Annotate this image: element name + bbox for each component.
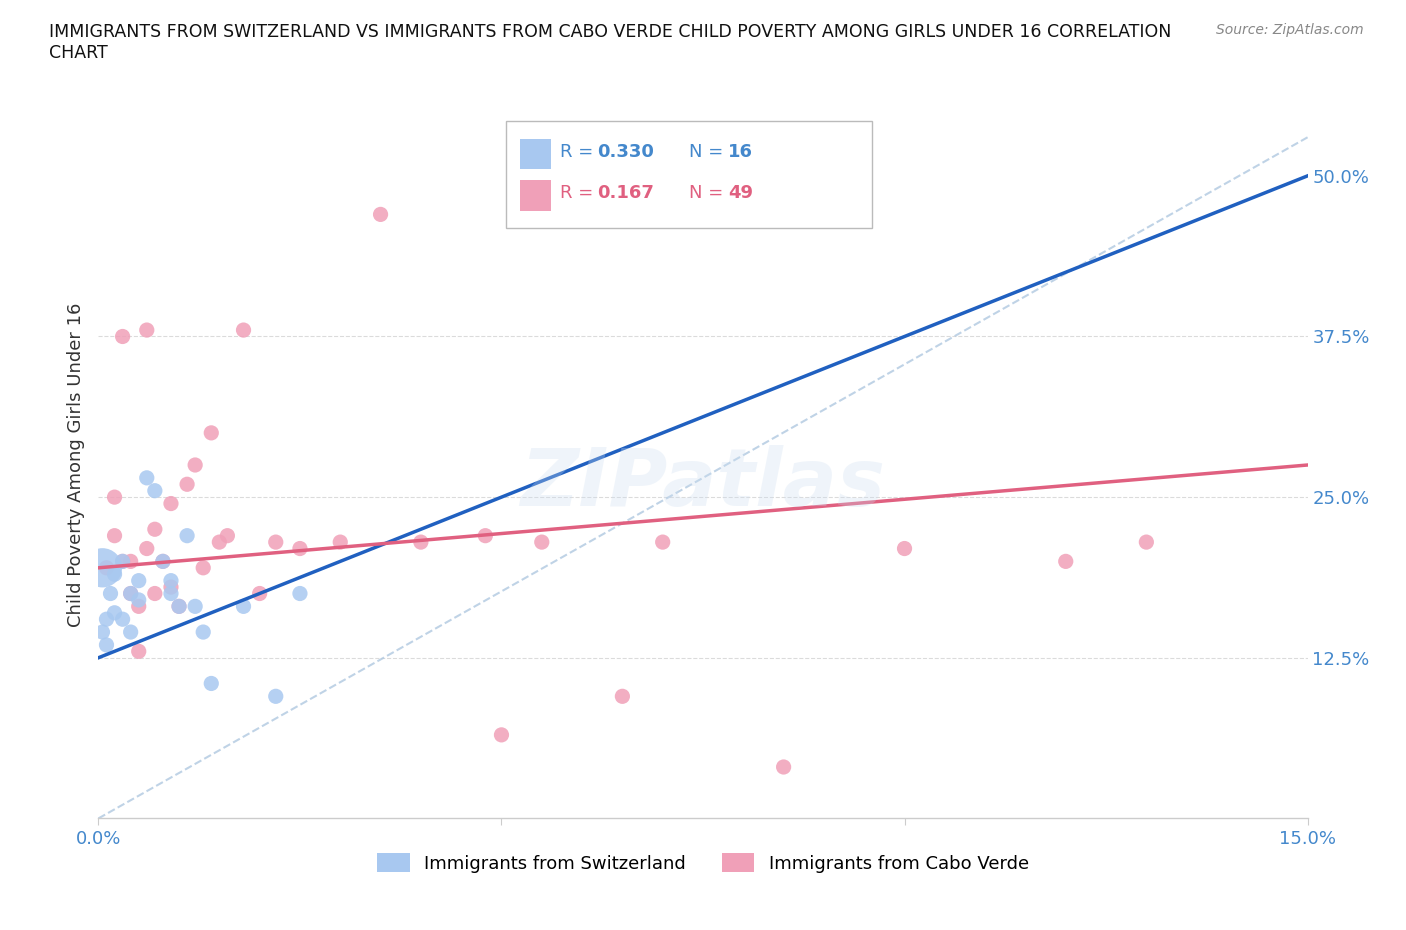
Point xyxy=(167,599,190,614)
Point xyxy=(264,535,287,550)
Point xyxy=(96,637,118,652)
Point xyxy=(193,625,215,640)
Point xyxy=(1135,535,1157,550)
Point xyxy=(184,458,207,472)
Point xyxy=(160,586,183,601)
Point xyxy=(167,599,190,614)
Text: 0.167: 0.167 xyxy=(598,184,654,203)
Point xyxy=(1054,554,1077,569)
Text: CHART: CHART xyxy=(49,44,108,61)
Point xyxy=(135,471,157,485)
Point xyxy=(288,541,311,556)
Point xyxy=(193,561,215,576)
Point xyxy=(128,592,150,607)
Point xyxy=(111,554,134,569)
Text: Source: ZipAtlas.com: Source: ZipAtlas.com xyxy=(1216,23,1364,37)
Point xyxy=(120,625,142,640)
Point xyxy=(176,528,198,543)
Point xyxy=(103,605,125,620)
Point xyxy=(120,586,142,601)
Point xyxy=(91,561,114,576)
Text: R =: R = xyxy=(560,184,593,203)
Text: 49: 49 xyxy=(728,184,754,203)
Point xyxy=(651,535,673,550)
Text: N =: N = xyxy=(689,142,723,161)
Point xyxy=(128,644,150,658)
Point xyxy=(91,625,114,640)
Point xyxy=(135,541,157,556)
Point xyxy=(288,586,311,601)
Point xyxy=(772,760,794,775)
Point xyxy=(249,586,271,601)
Point xyxy=(111,554,134,569)
Point xyxy=(184,599,207,614)
Point xyxy=(120,586,142,601)
Point xyxy=(143,586,166,601)
Point xyxy=(128,573,150,588)
Text: 16: 16 xyxy=(728,142,754,161)
Point xyxy=(208,535,231,550)
Point xyxy=(612,689,634,704)
Text: R =: R = xyxy=(560,142,593,161)
Point xyxy=(96,561,118,576)
Point xyxy=(160,496,183,511)
Point xyxy=(176,477,198,492)
Point xyxy=(160,579,183,594)
Point xyxy=(143,484,166,498)
Y-axis label: Child Poverty Among Girls Under 16: Child Poverty Among Girls Under 16 xyxy=(66,303,84,627)
Point xyxy=(217,528,239,543)
Point xyxy=(103,566,125,581)
Point xyxy=(100,586,122,601)
Point xyxy=(200,425,222,440)
Text: N =: N = xyxy=(689,184,723,203)
Point xyxy=(232,323,254,338)
Text: IMMIGRANTS FROM SWITZERLAND VS IMMIGRANTS FROM CABO VERDE CHILD POVERTY AMONG GI: IMMIGRANTS FROM SWITZERLAND VS IMMIGRANT… xyxy=(49,23,1171,41)
Point xyxy=(264,689,287,704)
Point xyxy=(152,554,174,569)
Point xyxy=(232,599,254,614)
Text: 0.330: 0.330 xyxy=(598,142,654,161)
Point xyxy=(111,612,134,627)
Point xyxy=(103,490,125,505)
Legend: Immigrants from Switzerland, Immigrants from Cabo Verde: Immigrants from Switzerland, Immigrants … xyxy=(370,846,1036,880)
Point xyxy=(200,676,222,691)
Point xyxy=(128,599,150,614)
Point xyxy=(135,323,157,338)
Point xyxy=(103,528,125,543)
Point xyxy=(491,727,513,742)
Text: ZIPatlas: ZIPatlas xyxy=(520,445,886,523)
Point xyxy=(474,528,496,543)
Point xyxy=(120,554,142,569)
Point xyxy=(96,612,118,627)
Point xyxy=(160,573,183,588)
Point xyxy=(370,207,392,222)
Point xyxy=(893,541,915,556)
Point xyxy=(111,329,134,344)
Point xyxy=(530,535,553,550)
Point xyxy=(409,535,432,550)
Point xyxy=(152,554,174,569)
Point xyxy=(329,535,352,550)
Point xyxy=(143,522,166,537)
